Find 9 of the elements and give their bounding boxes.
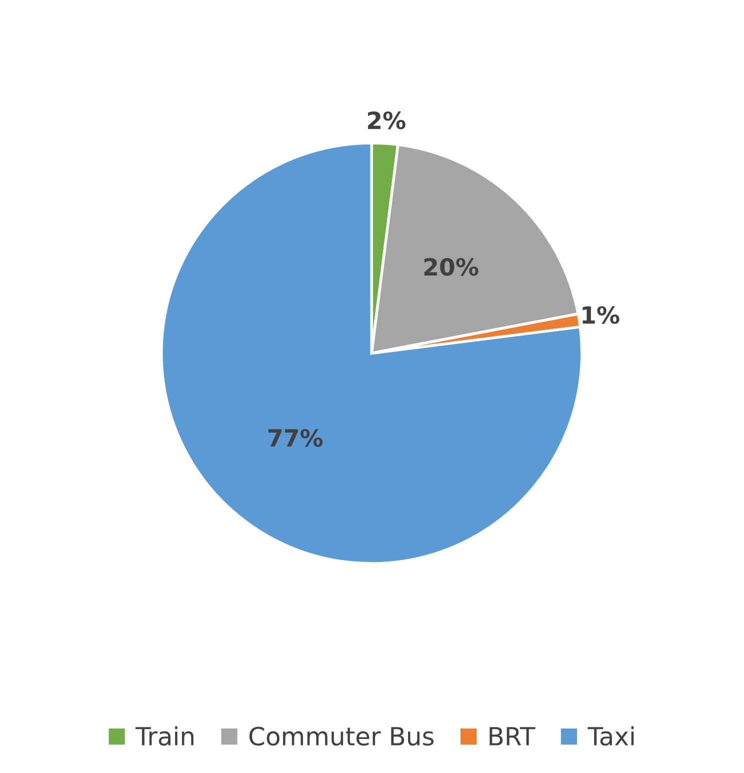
data-label: 2% (368, 111, 406, 130)
legend-label: Train (135, 726, 194, 746)
data-label: 20% (424, 258, 478, 276)
data-label: 1% (582, 306, 620, 324)
pie-slice (160, 142, 584, 565)
data-label: 77% (268, 428, 323, 447)
legend-label: Taxi (588, 726, 634, 746)
legend-label: Commuter Bus (249, 726, 434, 746)
legend-label: BRT (490, 727, 536, 746)
